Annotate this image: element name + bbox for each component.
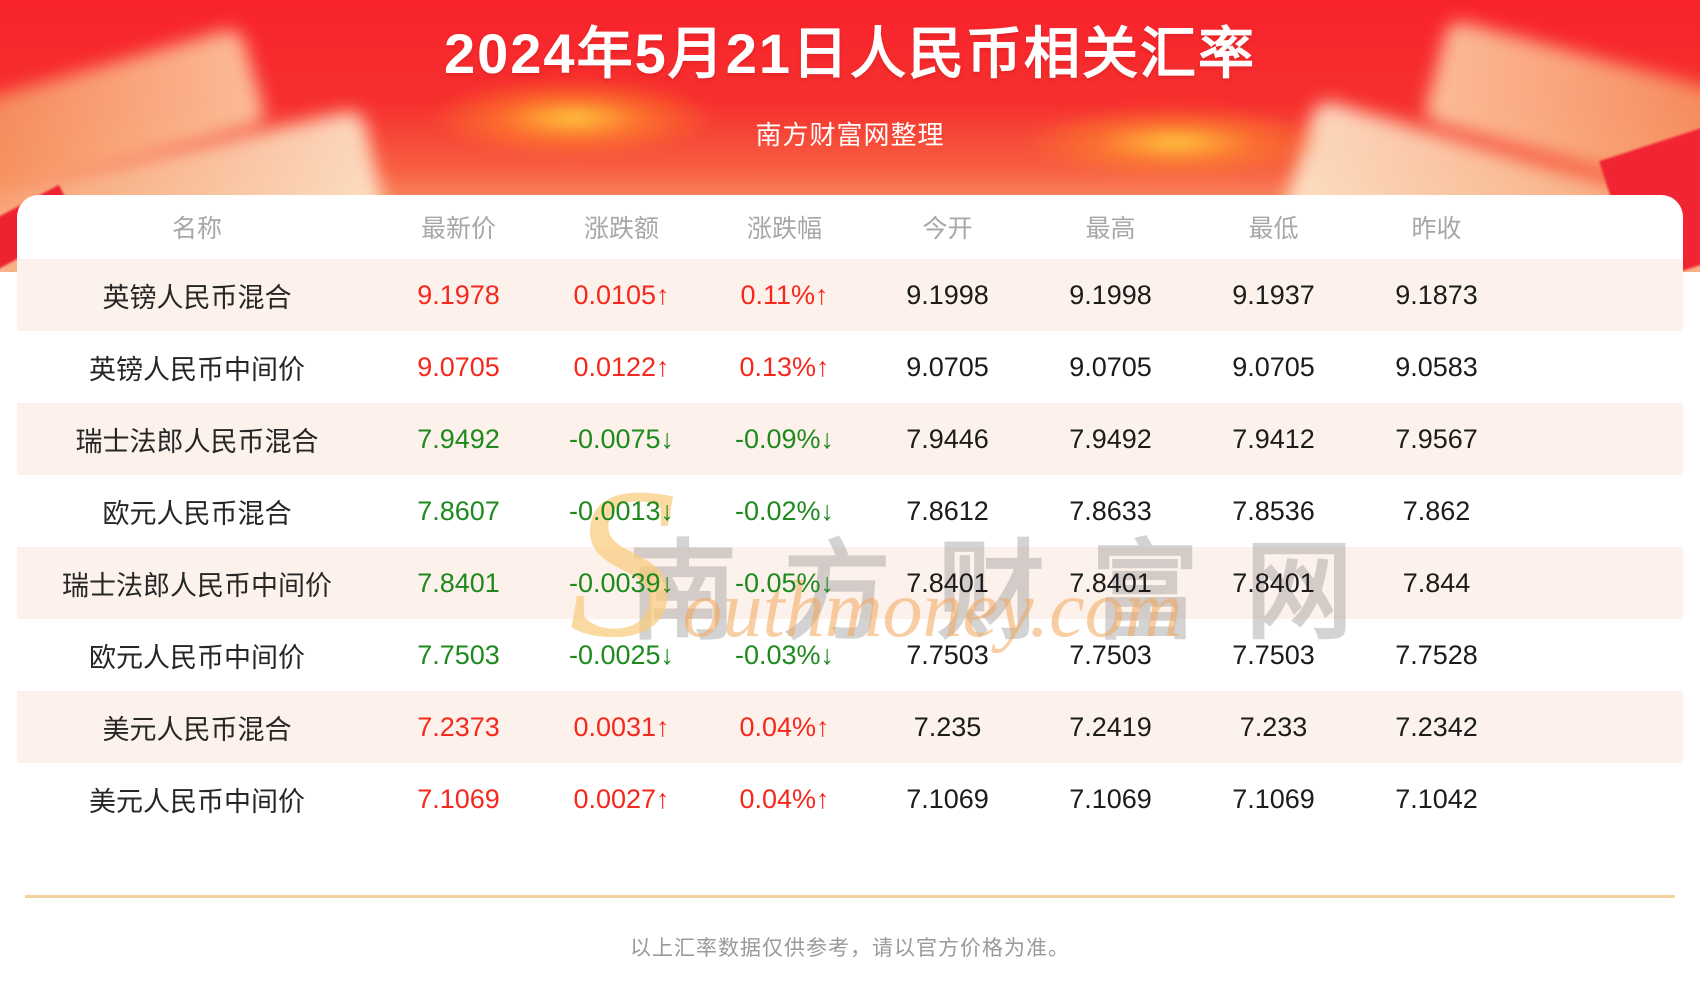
spacer-cell <box>1518 547 1683 619</box>
disclaimer-note: 以上汇率数据仅供参考，请以官方价格为准。 <box>630 937 1070 960</box>
cell-high: 9.1998 <box>1069 279 1152 310</box>
cell-latest: 7.8401 <box>417 567 500 598</box>
cell-pct: 0.04%↑ <box>739 711 830 742</box>
cell-change: 0.0031↑ <box>573 711 670 742</box>
cell-low: 7.233 <box>1239 711 1308 742</box>
rates-table: 名称 最新价 涨跌额 涨跌幅 今开 最高 最低 昨收 英镑人民币混合 9.197… <box>17 195 1683 835</box>
cell-low: 9.1937 <box>1232 279 1315 310</box>
table-row: 欧元人民币混合 7.8607 -0.0013↓ -0.02%↓ 7.8612 7… <box>17 475 1683 547</box>
cell-low: 7.1069 <box>1232 783 1315 814</box>
cell-name: 美元人民币中间价 <box>89 786 305 817</box>
spacer-cell <box>1518 195 1683 259</box>
cell-pct: 0.04%↑ <box>739 783 830 814</box>
cell-open: 7.1069 <box>906 783 989 814</box>
cell-open: 9.1998 <box>906 279 989 310</box>
table-row: 欧元人民币中间价 7.7503 -0.0025↓ -0.03%↓ 7.7503 … <box>17 619 1683 691</box>
spacer-cell <box>1518 403 1683 475</box>
cell-pct: -0.02%↓ <box>734 495 835 526</box>
page-subtitle: 南方财富网整理 <box>755 120 945 151</box>
column-header-latest: 最新价 <box>420 215 496 243</box>
column-header-name: 名称 <box>171 215 222 243</box>
cell-change: -0.0025↓ <box>568 639 675 670</box>
column-header-change: 涨跌额 <box>583 215 659 243</box>
cell-name: 美元人民币混合 <box>102 714 292 745</box>
cell-name: 瑞士法郎人民币中间价 <box>62 570 332 601</box>
table-row: 英镑人民币中间价 9.0705 0.0122↑ 0.13%↑ 9.0705 9.… <box>17 331 1683 403</box>
cell-prev: 9.0583 <box>1395 351 1478 382</box>
cell-low: 7.7503 <box>1232 639 1315 670</box>
cell-pct: -0.05%↓ <box>734 567 835 598</box>
table-header-row: 名称 最新价 涨跌额 涨跌幅 今开 最高 最低 昨收 <box>17 195 1683 259</box>
spacer-cell <box>1518 331 1683 403</box>
cell-name: 英镑人民币中间价 <box>89 354 305 385</box>
cell-high: 7.8633 <box>1069 495 1152 526</box>
table-row: 瑞士法郎人民币中间价 7.8401 -0.0039↓ -0.05%↓ 7.840… <box>17 547 1683 619</box>
spacer-cell <box>1518 691 1683 763</box>
cell-prev: 7.1042 <box>1395 783 1478 814</box>
cell-low: 7.8536 <box>1232 495 1315 526</box>
cell-open: 7.7503 <box>906 639 989 670</box>
table-row: 英镑人民币混合 9.1978 0.0105↑ 0.11%↑ 9.1998 9.1… <box>17 259 1683 331</box>
table-row: 瑞士法郎人民币混合 7.9492 -0.0075↓ -0.09%↓ 7.9446… <box>17 403 1683 475</box>
cell-high: 7.1069 <box>1069 783 1152 814</box>
spacer-cell <box>1518 475 1683 547</box>
cell-latest: 7.1069 <box>417 783 500 814</box>
cell-name: 瑞士法郎人民币混合 <box>75 426 319 457</box>
cell-latest: 7.7503 <box>417 639 500 670</box>
cell-high: 7.9492 <box>1069 423 1152 454</box>
cell-prev: 7.844 <box>1402 567 1471 598</box>
cell-high: 7.7503 <box>1069 639 1152 670</box>
cell-pct: 0.13%↑ <box>739 351 830 382</box>
gold-glow-decoration <box>428 78 718 158</box>
cell-prev: 9.1873 <box>1395 279 1478 310</box>
cell-change: -0.0039↓ <box>568 567 675 598</box>
rates-card: 名称 最新价 涨跌额 涨跌幅 今开 最高 最低 昨收 英镑人民币混合 9.197… <box>17 195 1683 835</box>
table-row: 美元人民币混合 7.2373 0.0031↑ 0.04%↑ 7.235 7.24… <box>17 691 1683 763</box>
cell-change: -0.0075↓ <box>568 423 675 454</box>
cell-change: 0.0122↑ <box>573 351 670 382</box>
table-row: 美元人民币中间价 7.1069 0.0027↑ 0.04%↑ 7.1069 7.… <box>17 763 1683 835</box>
cell-prev: 7.862 <box>1402 495 1471 526</box>
cell-latest: 7.9492 <box>417 423 500 454</box>
cell-pct: -0.03%↓ <box>734 639 835 670</box>
cell-latest: 7.8607 <box>417 495 500 526</box>
cell-low: 7.8401 <box>1232 567 1315 598</box>
gold-glow-decoration <box>1020 105 1330 180</box>
cell-high: 7.8401 <box>1069 567 1152 598</box>
cell-prev: 7.9567 <box>1395 423 1478 454</box>
page-title: 2024年5月21日人民币相关汇率 <box>443 22 1256 85</box>
cell-open: 7.9446 <box>906 423 989 454</box>
cell-high: 9.0705 <box>1069 351 1152 382</box>
cell-name: 英镑人民币混合 <box>102 282 292 313</box>
cell-low: 7.9412 <box>1232 423 1315 454</box>
spacer-cell <box>1518 619 1683 691</box>
column-header-pct: 涨跌幅 <box>746 215 822 243</box>
cell-latest: 9.0705 <box>417 351 500 382</box>
column-header-high: 最高 <box>1085 215 1136 243</box>
cell-pct: 0.11%↑ <box>740 279 829 310</box>
cell-open: 9.0705 <box>906 351 989 382</box>
cell-prev: 7.2342 <box>1395 711 1478 742</box>
cell-latest: 7.2373 <box>417 711 500 742</box>
cell-prev: 7.7528 <box>1395 639 1478 670</box>
column-header-open: 今开 <box>922 215 973 243</box>
cell-open: 7.235 <box>913 711 982 742</box>
cell-change: 0.0105↑ <box>573 279 670 310</box>
cell-change: 0.0027↑ <box>573 783 670 814</box>
cell-low: 9.0705 <box>1232 351 1315 382</box>
cell-pct: -0.09%↓ <box>734 423 835 454</box>
column-header-low: 最低 <box>1248 215 1299 243</box>
footer-divider <box>25 895 1675 898</box>
cell-latest: 9.1978 <box>417 279 500 310</box>
cell-change: -0.0013↓ <box>568 495 675 526</box>
cell-name: 欧元人民币中间价 <box>89 642 305 673</box>
cell-open: 7.8401 <box>906 567 989 598</box>
spacer-cell <box>1518 763 1683 835</box>
spacer-cell <box>1518 259 1683 331</box>
cell-name: 欧元人民币混合 <box>102 498 292 529</box>
cell-open: 7.8612 <box>906 495 989 526</box>
column-header-prev: 昨收 <box>1411 215 1462 243</box>
cell-high: 7.2419 <box>1069 711 1152 742</box>
